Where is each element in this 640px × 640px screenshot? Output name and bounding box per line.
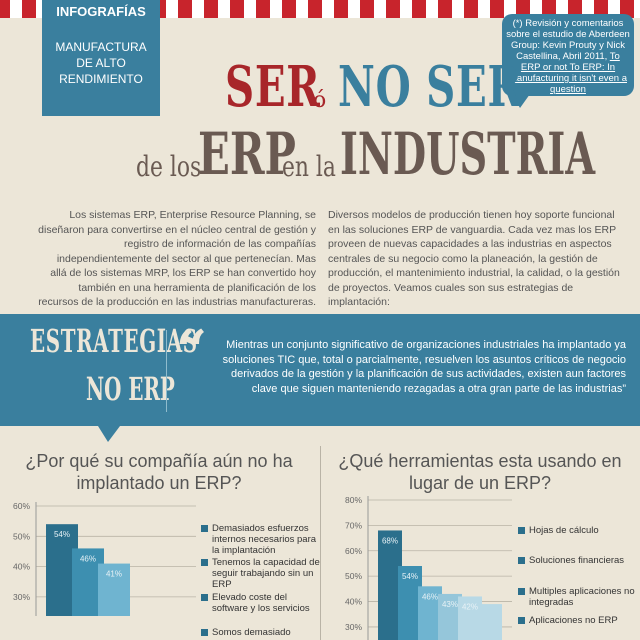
y-tick-label: 50% (345, 571, 362, 581)
stripe (360, 0, 374, 18)
stripe (308, 0, 322, 18)
stripe (568, 0, 582, 18)
charts-divider (320, 446, 321, 640)
stripe (438, 0, 452, 18)
legend-swatch (201, 629, 208, 636)
y-tick-label: 80% (345, 495, 362, 505)
stripe (386, 0, 400, 18)
stripe (204, 0, 218, 18)
banner-title-line1: ESTRATEGIAS (30, 322, 198, 360)
legend-label: Aplicaciones no ERP (529, 615, 618, 626)
banner-title-line2: NO ERP (86, 370, 175, 408)
legend-label: Hojas de cálculo (529, 525, 599, 536)
headline-industria: INDUSTRIA (340, 120, 596, 188)
source-note-link[interactable]: To ERP or not To ERP: In manufacturing i… (509, 51, 627, 95)
data-label: 46% (80, 554, 96, 563)
data-label: 43% (442, 600, 458, 609)
legend-swatch (201, 594, 208, 601)
legend-swatch (518, 557, 525, 564)
category-badge: INFOGRAFÍAS MANUFACTURA DE ALTO RENDIMIE… (42, 0, 160, 116)
banner-quote: Mientras un conjunto significativo de or… (222, 339, 626, 395)
data-label: 68% (382, 536, 398, 545)
banner-divider (166, 330, 167, 412)
stripe (594, 0, 608, 18)
legend-label: Multiples aplicaciones no integradas (529, 586, 635, 608)
y-tick-label: 30% (13, 592, 30, 602)
legend-label: Demasiados esfuerzos internos necesarios… (212, 523, 317, 556)
stripe (256, 0, 270, 18)
chart-left-title: ¿Por qué su compañía aún no ha implantad… (25, 451, 293, 493)
headline-ser: SER (225, 54, 321, 120)
headline-de-los: de los (136, 150, 202, 183)
stripe (620, 0, 634, 18)
data-label: 54% (402, 572, 418, 581)
y-tick-label: 40% (13, 562, 30, 572)
stripe (542, 0, 556, 18)
chart-right-title: ¿Qué herramientas esta usando en lugar d… (338, 451, 622, 493)
legend-swatch (518, 588, 525, 595)
legend-label: Somos demasiado (212, 627, 291, 638)
strategies-banner (0, 314, 640, 426)
y-tick-label: 60% (345, 546, 362, 556)
legend-swatch (518, 617, 525, 624)
stripe (490, 0, 504, 18)
data-label: 41% (106, 570, 122, 579)
chart-left: 60% 50% 40% 30% 54% 46% 41% (13, 501, 196, 616)
bar (478, 604, 502, 640)
stripe (178, 0, 192, 18)
source-note: (*) Revisión y comentarios sobre el estu… (502, 14, 634, 96)
headline-en-la: en la (282, 150, 336, 183)
stripe (412, 0, 426, 18)
intro-right-paragraph: Diversos modelos de producción tienen ho… (328, 209, 620, 308)
data-label: 54% (54, 530, 70, 539)
y-tick-label: 60% (13, 501, 30, 511)
stripe (516, 0, 530, 18)
headline-no-ser: NO SER (338, 54, 522, 120)
bar (98, 563, 130, 616)
source-note-text: (*) Revisión y comentarios sobre el estu… (506, 18, 630, 62)
stripe (230, 0, 244, 18)
stripe (334, 0, 348, 18)
banner-tail (98, 426, 120, 442)
legend-swatch (201, 559, 208, 566)
headline-erp: ERP (198, 120, 296, 188)
y-tick-label: 30% (345, 622, 362, 632)
legend-label: Soluciones financieras (529, 555, 625, 566)
data-label: 42% (462, 602, 478, 611)
intro-left-paragraph: Los sistemas ERP, Enterprise Resource Pl… (38, 209, 316, 308)
stripe (464, 0, 478, 18)
legend-swatch (201, 525, 208, 532)
badge-category: INFOGRAFÍAS (56, 4, 146, 19)
source-note-tail (512, 94, 530, 108)
data-label: 46% (422, 592, 438, 601)
legend-swatch (518, 527, 525, 534)
badge-subtitle: MANUFACTURA DE ALTO RENDIMIENTO (55, 40, 147, 86)
legend-label: Elevado coste del software y los servici… (212, 592, 310, 614)
y-tick-label: 50% (13, 531, 30, 541)
stripe (0, 0, 10, 18)
y-tick-label: 40% (345, 597, 362, 607)
y-tick-label: 70% (345, 520, 362, 530)
chart-right: 80% 70% 60% 50% 40% 30% 68% 54% 46% 43% 42% (345, 495, 512, 640)
quote-mark-icon: “ (176, 318, 208, 382)
legend-label: Tenemos la capacidad de seguir trabajand… (212, 557, 320, 590)
stripe (282, 0, 296, 18)
headline-o: ó (313, 88, 327, 113)
stripe (22, 0, 36, 18)
